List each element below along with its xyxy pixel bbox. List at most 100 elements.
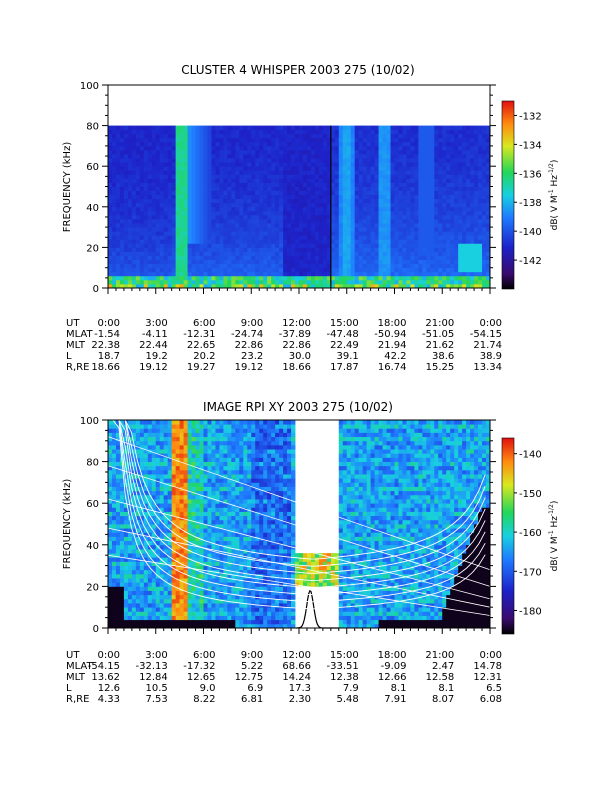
spectrogram-cell [199,145,204,151]
spectrogram-cell [322,231,328,236]
spectrogram-cell [259,206,264,212]
spectrogram-cell [398,231,403,236]
spectrogram-cell [482,206,487,212]
spectrogram-cell [115,214,121,220]
spectrogram-cell [108,432,113,438]
spectrogram-cell [283,279,288,285]
spectrogram-cell [354,166,360,171]
spectrogram-cell [167,469,173,475]
spectrogram-cell [111,578,117,583]
spectrogram-cell [251,275,256,281]
spectrogram-cell [135,548,141,554]
spectrogram-cell [358,259,364,265]
spectrogram-cell [127,440,133,446]
spectrogram-cell [450,283,455,289]
spectrogram-cell [251,137,256,143]
spectrogram-cell [283,210,288,216]
spectrogram-cell [179,194,185,200]
spectrogram-cell [159,235,165,240]
spectrogram-cell [295,231,300,236]
spectrogram-cell [366,263,372,269]
spectrogram-cell [402,279,407,285]
spectrogram-cell [470,198,475,204]
spectrogram-cell [306,271,312,277]
spectrogram-cell [474,271,479,277]
spectrogram-cell [247,186,252,191]
spectrogram-cell [139,524,145,529]
spectrogram-cell [175,548,181,554]
spectrogram-cell [203,133,208,139]
spectrogram-cell [147,194,153,200]
spectrogram-cell [215,247,220,252]
spectrogram-cell [219,133,224,139]
spectrogram-cell [115,251,121,256]
spectrogram-cell [271,125,276,131]
spectrogram-cell [219,214,224,220]
spectrogram-cell [346,154,352,159]
spectrogram-cell [135,141,141,147]
spectrogram-cell [179,469,185,475]
spectrogram-cell [438,145,443,151]
spectrogram-cell [259,129,264,135]
spectrogram-cell [147,469,153,475]
spectrogram-cell [143,474,149,479]
spectrogram-cell [187,259,192,265]
spectrogram-cell [450,271,455,277]
spectrogram-cell [474,174,479,179]
spectrogram-cell [263,218,268,224]
spectrogram-cell [374,194,379,200]
spectrogram-cell [442,259,447,265]
spectrogram-cell [314,210,320,216]
spectrogram-cell [474,227,479,232]
spectrogram-cell [191,198,196,204]
spectrogram-cell [255,243,260,248]
spectrogram-cell [227,141,232,147]
spectrogram-cell [131,214,137,220]
spectrogram-cell [410,214,415,220]
spectrogram-cell [358,174,364,179]
spectrogram-cell [167,223,173,228]
spectrogram-cell [179,239,185,244]
spectrogram-cell [414,125,419,131]
spectrogram-cell [374,267,379,273]
spectrogram-cell [263,125,268,131]
spectrogram-cell [478,166,483,171]
spectrogram-cell [195,133,200,139]
ephemeris-value: -47.48 [327,329,359,340]
spectrogram-cell [255,186,260,191]
spectrogram-cell [111,548,117,554]
spectrogram-cell [279,218,284,224]
spectrogram-cell [410,158,415,163]
spectrogram-cell [251,170,256,175]
spectrogram-cell [414,141,419,147]
spectrogram-cell [255,271,260,277]
spectrogram-cell [482,186,487,191]
spectrogram-cell [108,141,113,147]
spectrogram-cell [151,532,157,537]
spectrogram-cell [251,210,256,216]
spectrogram-cell [422,154,427,159]
spectrogram-cell [350,279,356,285]
spectrogram-cell [358,162,364,167]
spectrogram-cell [486,125,491,131]
spectrogram-cell [115,578,121,583]
spectrogram-cell [219,247,224,252]
spectrogram-cell [378,235,383,240]
spectrogram-cell [163,544,169,550]
spectrogram-cell [127,432,133,438]
spectrogram-cell [474,166,479,171]
spectrogram-cell [382,223,387,228]
spectrogram-cell [291,141,296,147]
spectrogram-cell [163,548,169,554]
spectrogram-cell [382,283,387,289]
spectrogram-cell [127,210,133,216]
spectrogram-cell [211,251,216,256]
spectrogram-cell [111,174,117,179]
spectrogram-cell [171,561,177,566]
spectrogram-cell [235,194,240,200]
spectrogram-cell [159,486,165,492]
spectrogram-cell [474,198,479,204]
spectrogram-cell [163,474,169,479]
spectrogram-cell [199,186,204,191]
